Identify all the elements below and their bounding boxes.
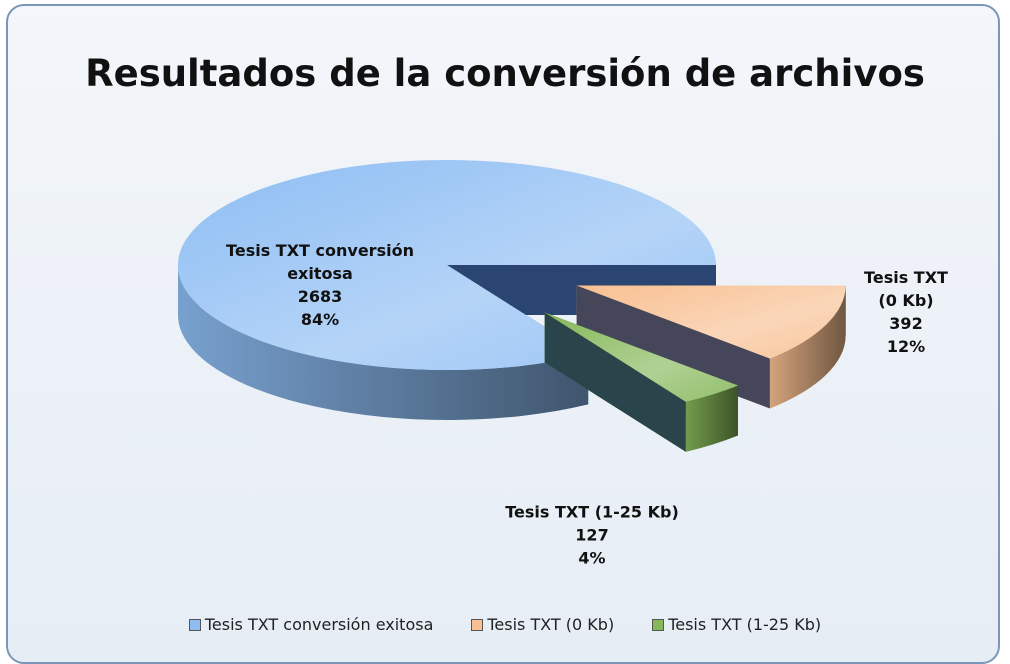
legend: Tesis TXT conversión exitosa Tesis TXT (0…	[0, 615, 1010, 634]
legend-swatch	[188, 618, 201, 631]
legend-label: Tesis TXT conversión exitosa	[204, 615, 434, 634]
slice	[544, 312, 739, 452]
data-label-value: 392	[889, 314, 923, 333]
slice-side-shade	[769, 285, 846, 409]
slice-side-shade	[178, 265, 589, 421]
data-label: Tesis TXT (0 Kb) 392 12%	[854, 266, 958, 358]
data-label-category: Tesis TXT conversión exitosa	[226, 241, 414, 283]
slice-top-gloss	[576, 285, 846, 359]
legend-item: Tesis TXT (1-25 Kb)	[652, 615, 821, 634]
legend-label: Tesis TXT (0 Kb)	[487, 615, 615, 634]
slice-side-shade	[685, 385, 739, 452]
slice-face-shade	[576, 285, 770, 409]
data-label-percent: 12%	[886, 337, 926, 356]
data-label-percent: 4%	[578, 548, 606, 568]
legend-item: Tesis TXT conversión exitosa	[188, 615, 434, 634]
chart-title: Resultados de la conversión de archivos	[85, 52, 925, 95]
slice-top-gloss	[544, 312, 739, 402]
data-label-value: 2683	[297, 287, 343, 306]
data-label: Tesis TXT (1-25 Kb) 127 4%	[505, 501, 679, 570]
slice-top-gloss	[178, 159, 716, 371]
slice	[178, 159, 716, 421]
data-label-value: 127	[575, 525, 609, 545]
data-label-category: Tesis TXT (1-25 Kb)	[505, 502, 679, 522]
legend-label: Tesis TXT (1-25 Kb)	[668, 615, 822, 634]
slice-face-shade	[544, 312, 686, 452]
data-label: Tesis TXT conversión exitosa 2683 84%	[225, 239, 415, 331]
legend-swatch	[652, 618, 665, 631]
slice	[576, 285, 846, 409]
data-label-category: Tesis TXT (0 Kb)	[864, 268, 948, 310]
legend-item: Tesis TXT (0 Kb)	[471, 615, 614, 634]
data-label-percent: 84%	[300, 310, 340, 329]
legend-swatch	[471, 618, 484, 631]
